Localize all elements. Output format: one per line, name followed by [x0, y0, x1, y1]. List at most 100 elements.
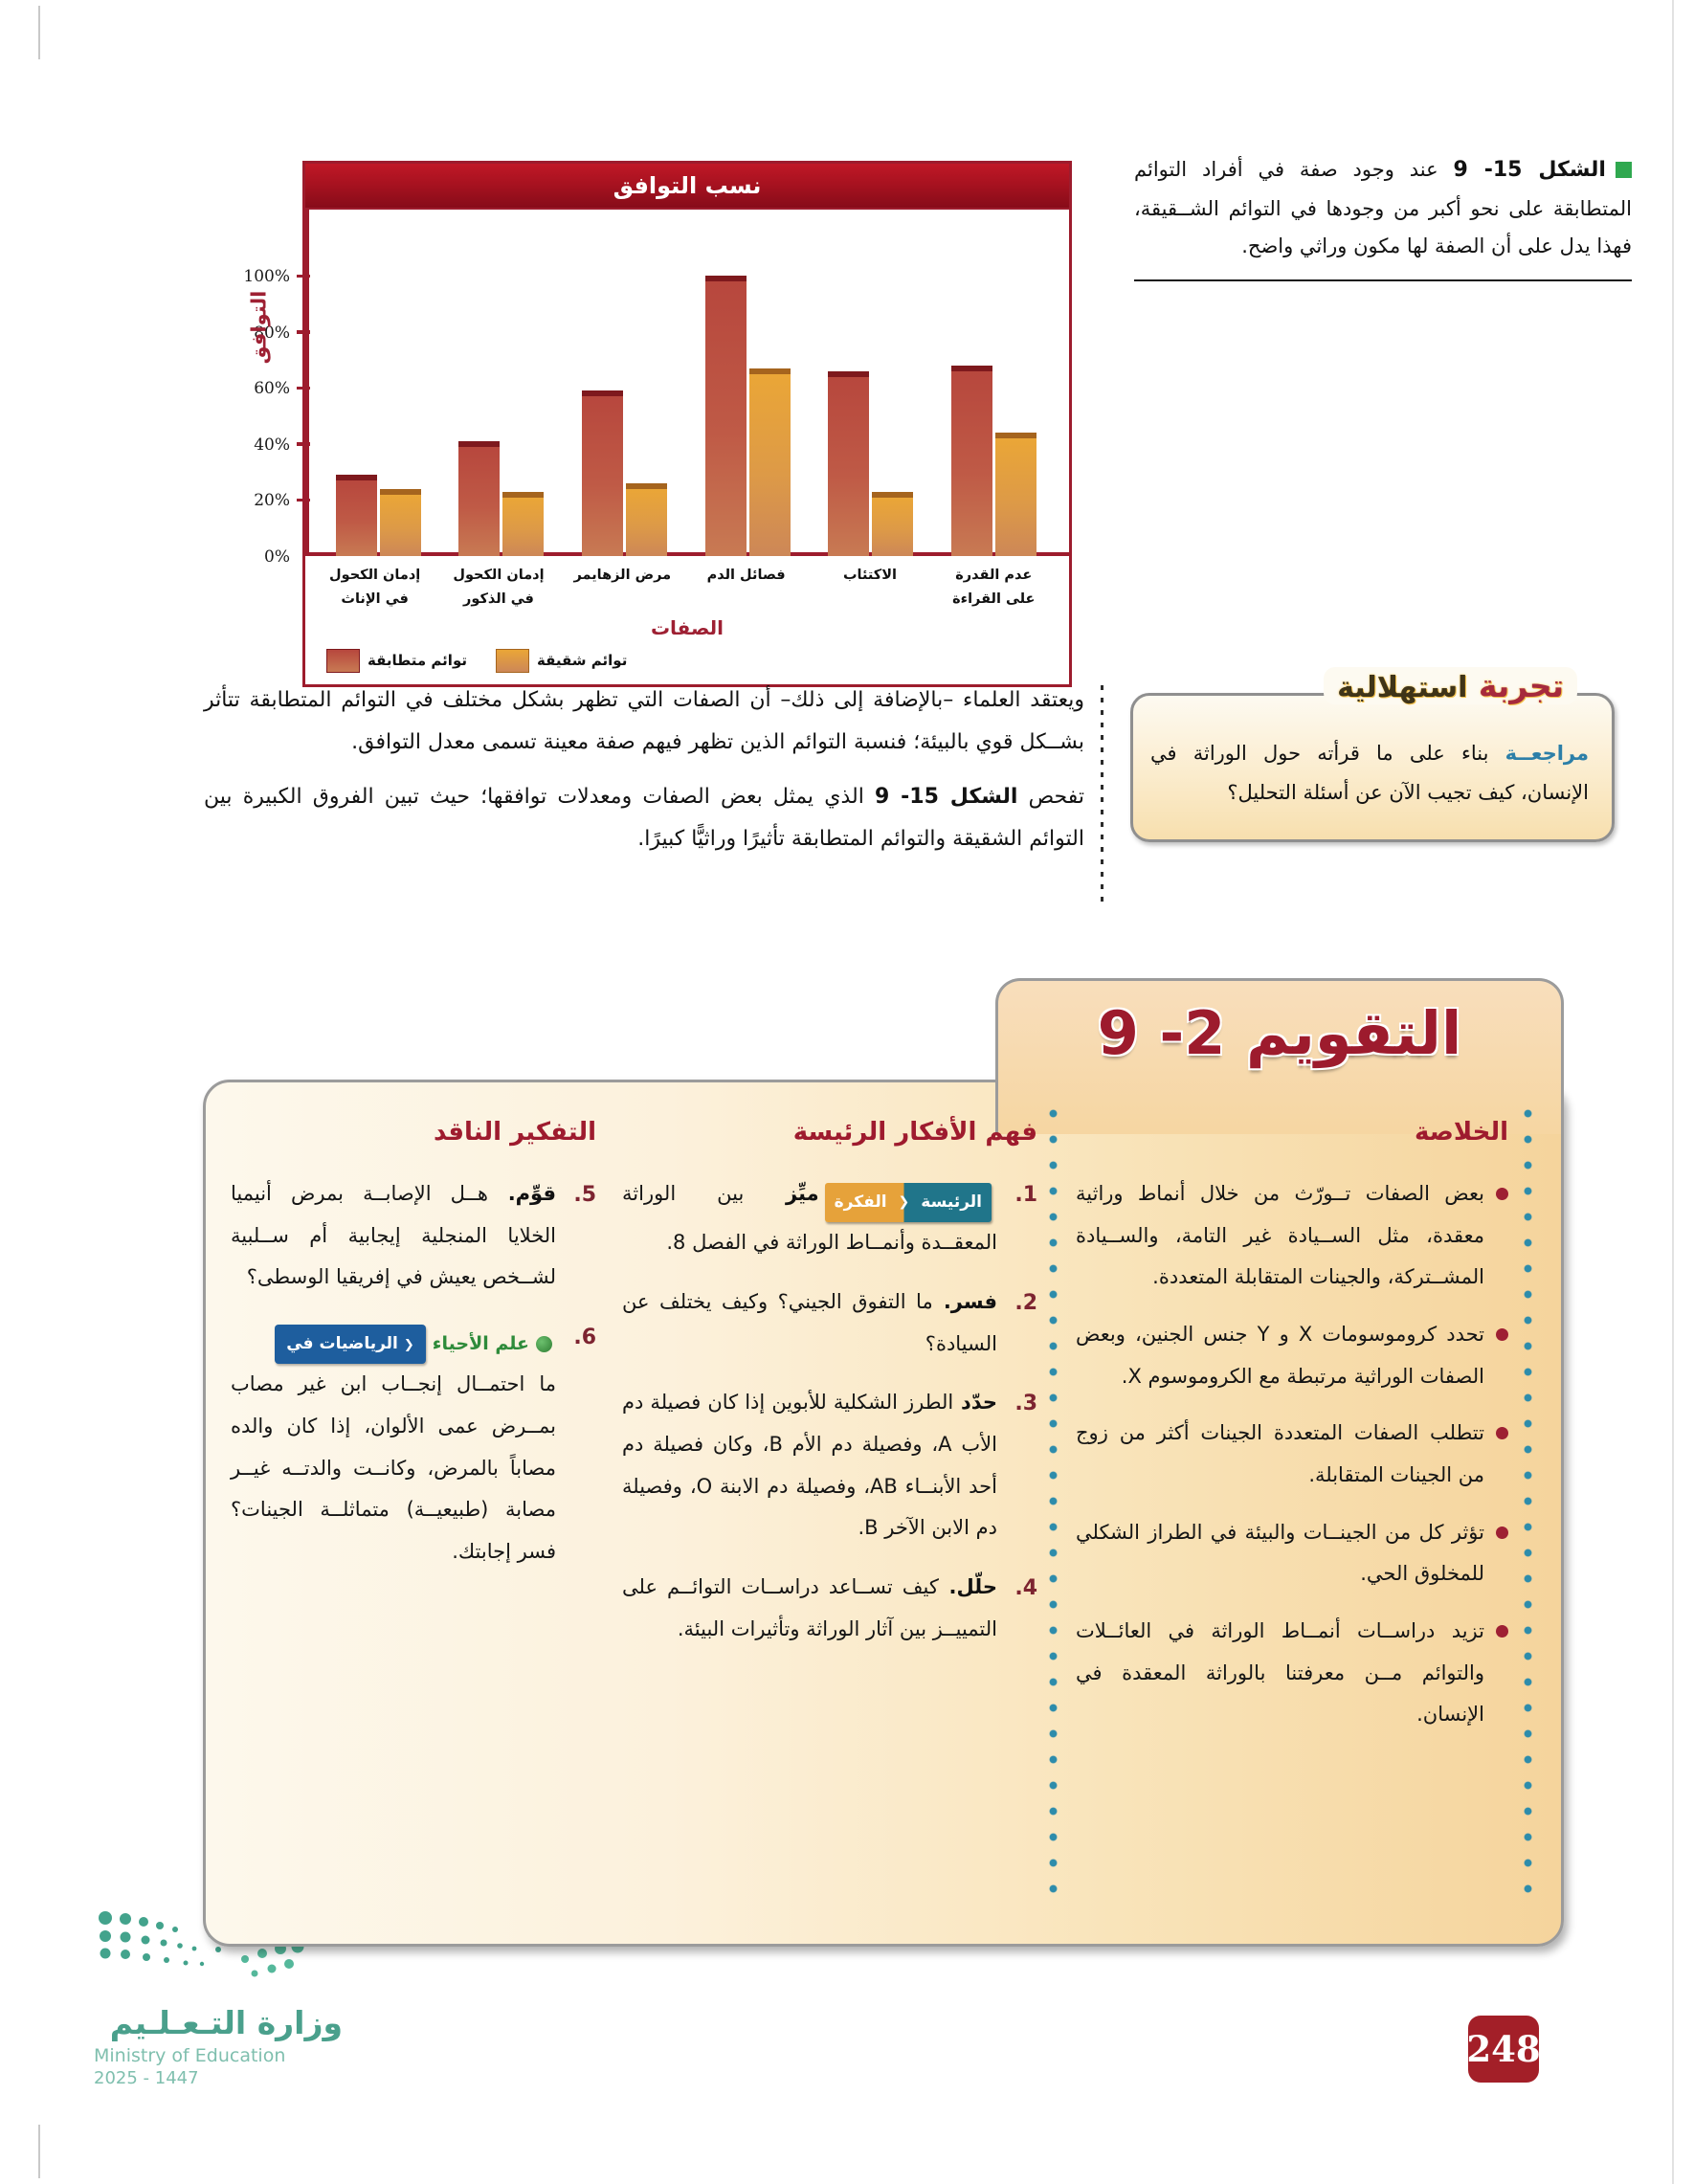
figure-reference: الشكل 15- 9 [875, 784, 1018, 809]
launch-lab-title: تجربة استهلالية [1324, 667, 1577, 704]
bullet-dot-icon [1496, 1526, 1508, 1539]
bar-group [582, 390, 668, 556]
main-ideas-list: 1. الفكرة ❯ الرئيسة ميِّز بين الوراثة المعقـ… [622, 1173, 1037, 1650]
bar-identical [951, 365, 993, 556]
question-text: قوِّم. هــل الإصابــة بمرض أنيميا الخلاي… [231, 1182, 556, 1289]
chart-title: نسب التوافق [613, 172, 762, 199]
figure-caption: الشكل 15- 9 عند وجود صفة في أفراد التوائ… [1134, 151, 1632, 282]
summary-bullet: تتطلب الصفات المتعددة الجينات أكثر من زو… [1076, 1413, 1508, 1496]
x-axis-category-labels: إدمان الكحول في الإناث إدمان الكحول في الذك… [305, 556, 1069, 613]
ministry-name-ar: وزارة التـعـلـيم [109, 2004, 343, 2041]
category-label: الاكتئاب [842, 568, 897, 583]
question-text: الفكرة ❯ الرئيسة ميِّز بين الوراثة المعقــد… [622, 1182, 997, 1255]
badge-idea-right: الرئيسة [911, 1183, 992, 1223]
question-text: حدّد الطرز الشكلية للأبوين إذا كان فصيلة… [622, 1391, 997, 1540]
main-ideas-heading: فهم الأفكار الرئيسة [792, 1118, 1037, 1147]
question-number: 6. [573, 1326, 596, 1350]
review-keyword: مراجعــة [1505, 742, 1589, 765]
critical-thinking-list: 5. قوِّم. هــل الإصابــة بمرض أنيميا الخل… [231, 1173, 596, 1573]
category-label: عدم القدرة على القراءة [952, 568, 1036, 608]
y-tick-label: 100% [243, 267, 290, 286]
summary-bullet-text: تتطلب الصفات المتعددة الجينات أكثر من زو… [1076, 1421, 1484, 1487]
chevron-icon: ❯ [896, 1183, 912, 1223]
question-item: 4. حلّل. كيف تســاعد دراســات التوائــم ع… [622, 1567, 1037, 1650]
y-tick-label: 80% [254, 323, 290, 343]
page-number-badge: 248 [1466, 2016, 1541, 2083]
dashed-divider [1101, 685, 1103, 909]
bar-fraternal [626, 482, 668, 556]
math-badge-box: الرياضيات في [275, 1325, 426, 1365]
y-tick-mark [297, 330, 310, 334]
y-tick-mark [297, 498, 310, 502]
summary-bullet: تؤثر كل من الجينــات والبيئة في الطراز ا… [1076, 1512, 1508, 1595]
paragraph-1: ويعتقد العلماء –بالإضافة إلى ذلك– أن الص… [204, 688, 1084, 755]
badge-idea-left: الفكرة [824, 1183, 897, 1223]
y-tick-mark [297, 442, 310, 446]
bullet-dot-icon [1496, 1328, 1508, 1342]
math-in-biology-badge: الرياضيات في علم الأحياء [275, 1325, 552, 1365]
question-number: 5. [573, 1183, 596, 1208]
concordance-chart: نسب التوافق 0% 20% 40% 60% 80% 100% إدمان الك… [243, 161, 1072, 687]
bar-fraternal [379, 488, 421, 556]
bar-identical [458, 440, 501, 556]
assessment-panel [203, 1080, 1564, 1947]
question-keyword: قوِّم. [487, 1182, 556, 1206]
summary-bullet-text: تؤثر كل من الجينــات والبيئة في الطراز ا… [1076, 1520, 1484, 1586]
question-number: 4. [1014, 1576, 1037, 1601]
chart-title-bar: نسب التوافق [305, 164, 1069, 210]
bar-group [704, 276, 791, 556]
summary-bullet: تحدد كروموسومات X و Y جنس الجنين، وبعض ا… [1076, 1314, 1508, 1397]
bar-group [335, 475, 421, 556]
bullet-dot-icon [1496, 1188, 1508, 1201]
bar-identical [828, 370, 870, 556]
question-keyword: حلّل. [938, 1575, 997, 1599]
y-tick-mark [297, 274, 310, 278]
question-number: 1. [1014, 1183, 1037, 1208]
ministry-years: 2025 - 1447 [94, 2068, 199, 2088]
legend-label: توائم شقيقة [536, 652, 628, 670]
summary-column: الخلاصة بعض الصفات تــورّث من خلال أنماط… [1076, 1106, 1508, 1751]
dotted-separator-middle [1049, 1101, 1058, 1899]
launch-lab-box: تجربة استهلالية مراجعــة بناء على ما قرأ… [1130, 667, 1615, 842]
summary-bullet-text: تحدد كروموسومات X و Y جنس الجنين، وبعض ا… [1076, 1323, 1484, 1388]
chart-axes [305, 210, 1069, 556]
bar-identical [582, 390, 624, 556]
bar-group [828, 370, 914, 556]
badge-dot-icon [536, 1336, 552, 1353]
question-item: 3. حدّد الطرز الشكلية للأبوين إذا كان فصي… [622, 1382, 1037, 1549]
legend-swatch [495, 648, 529, 673]
question-number: 3. [1014, 1392, 1037, 1416]
main-idea-badge: الفكرة ❯ الرئيسة [824, 1183, 992, 1223]
question-text: حلّل. كيف تســاعد دراســات التوائــم على… [622, 1575, 997, 1640]
summary-bullet: بعض الصفات تــورّث من خلال أنماط وراثية … [1076, 1173, 1508, 1299]
chart-bars [309, 210, 1069, 556]
bar-fraternal [502, 491, 545, 556]
y-axis-label: التوافق [247, 290, 271, 365]
figure-caption-text: عند وجود صفة في أفراد التوائم المتطابقة … [1134, 158, 1632, 257]
bar-fraternal [872, 491, 914, 556]
dotted-separator-right [1524, 1101, 1532, 1899]
ministry-name-en: Ministry of Education [94, 2045, 286, 2066]
question-keyword: ميِّز [744, 1182, 819, 1206]
bullet-dot-icon [1496, 1427, 1508, 1440]
summary-bullet: تزيد دراســات أنمــاط الوراثة في العائــ… [1076, 1611, 1508, 1736]
y-tick-label: 40% [254, 435, 290, 455]
main-ideas-column: فهم الأفكار الرئيسة 1. الفكرة ❯ الرئيسة ميِّ… [622, 1106, 1037, 1667]
paragraph-2: تفحص الشكل 15- 9 الذي يمثل بعض الصفات وم… [204, 784, 1084, 852]
launch-lab-text: مراجعــة بناء على ما قرأته حول الوراثة ف… [1150, 742, 1589, 804]
question-item: 2. فسر. ما التفوق الجيني؟ وكيف يختلف عن ا… [622, 1281, 1037, 1365]
y-tick-mark [297, 386, 310, 390]
legend-item: توائم شقيقة [495, 648, 628, 673]
figure-marker-icon [1615, 162, 1632, 178]
summary-bullet-text: تزيد دراســات أنمــاط الوراثة في العائــ… [1076, 1619, 1484, 1727]
chart-legend: توائم متطابقة توائم شقيقة [305, 639, 1069, 684]
figure-label: الشكل 15- 9 [1453, 158, 1606, 182]
question-text: فسر. ما التفوق الجيني؟ وكيف يختلف عن الس… [622, 1290, 997, 1355]
biology-badge-text: علم الأحياء [432, 1333, 529, 1355]
page-edge-line [1672, 0, 1674, 2184]
y-tick-label: 20% [254, 491, 290, 511]
question-number: 2. [1014, 1291, 1037, 1316]
category-label: فصائل الدم [706, 568, 786, 583]
bar-identical [335, 475, 377, 556]
